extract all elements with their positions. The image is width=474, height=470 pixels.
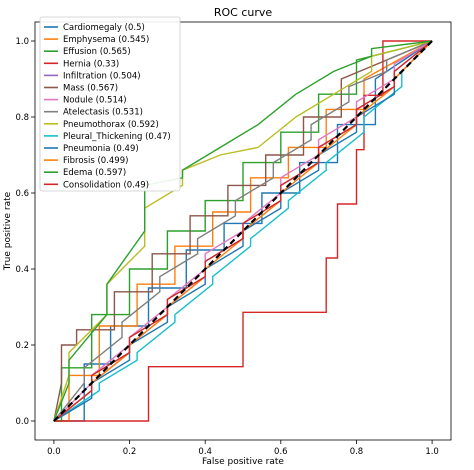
chart-title: ROC curve [214, 6, 273, 19]
x-tick-label: 0.0 [47, 447, 61, 457]
x-tick-label: 1.0 [425, 447, 439, 457]
y-tick-label: 0.6 [15, 189, 29, 199]
legend-label-3: Hernia (0.33) [63, 59, 119, 69]
legend-label-10: Pneumonia (0.49) [63, 144, 139, 154]
legend-label-12: Edema (0.597) [63, 168, 126, 178]
legend-label-13: Consolidation (0.49) [63, 180, 149, 190]
legend-label-11: Fibrosis (0.499) [63, 156, 128, 166]
legend-label-9: Pleural_Thickening (0.47) [63, 132, 171, 142]
legend-label-5: Mass (0.567) [63, 84, 118, 94]
y-tick-label: 0.4 [15, 265, 29, 275]
y-tick-label: 0.2 [15, 341, 29, 351]
series-line-0 [53, 40, 433, 422]
plot-frame [34, 21, 452, 441]
series-line-13 [53, 40, 433, 422]
y-tick-label: 0.0 [15, 417, 29, 427]
legend-box [39, 16, 181, 192]
legend-label-2: Effusion (0.565) [63, 47, 131, 57]
legend-label-6: Nodule (0.514) [63, 96, 127, 106]
series-line-5 [53, 40, 433, 422]
x-axis-ticks: 0.0 0.2 0.4 0.6 0.8 1.0 [47, 440, 439, 457]
legend: Cardiomegaly (0.5) Emphysema (0.545) Effus… [39, 16, 181, 192]
y-tick-label: 0.8 [15, 113, 29, 123]
legend-label-8: Pneumothorax (0.592) [63, 120, 159, 130]
y-tick-label: 1.0 [15, 37, 29, 47]
series-layer [53, 40, 433, 422]
series-line-12 [53, 40, 433, 422]
x-tick-label: 0.2 [123, 447, 137, 457]
x-tick-label: 0.6 [274, 447, 288, 457]
series-line-7 [53, 40, 433, 422]
legend-label-1: Emphysema (0.545) [63, 35, 149, 45]
legend-label-7: Atelectasis (0.531) [63, 108, 143, 118]
x-tick-label: 0.4 [198, 447, 212, 457]
x-tick-label: 0.8 [350, 447, 364, 457]
y-axis-label: True positive rate [3, 191, 13, 271]
y-axis-ticks: 0.0 0.2 0.4 0.6 0.8 1.0 [15, 37, 35, 427]
legend-label-4: Infiltration (0.504) [63, 71, 141, 81]
series-line-9 [53, 40, 433, 422]
legend-label-0: Cardiomegaly (0.5) [63, 23, 145, 33]
series-line-3 [53, 40, 433, 422]
x-axis-label: False positive rate [202, 457, 284, 467]
